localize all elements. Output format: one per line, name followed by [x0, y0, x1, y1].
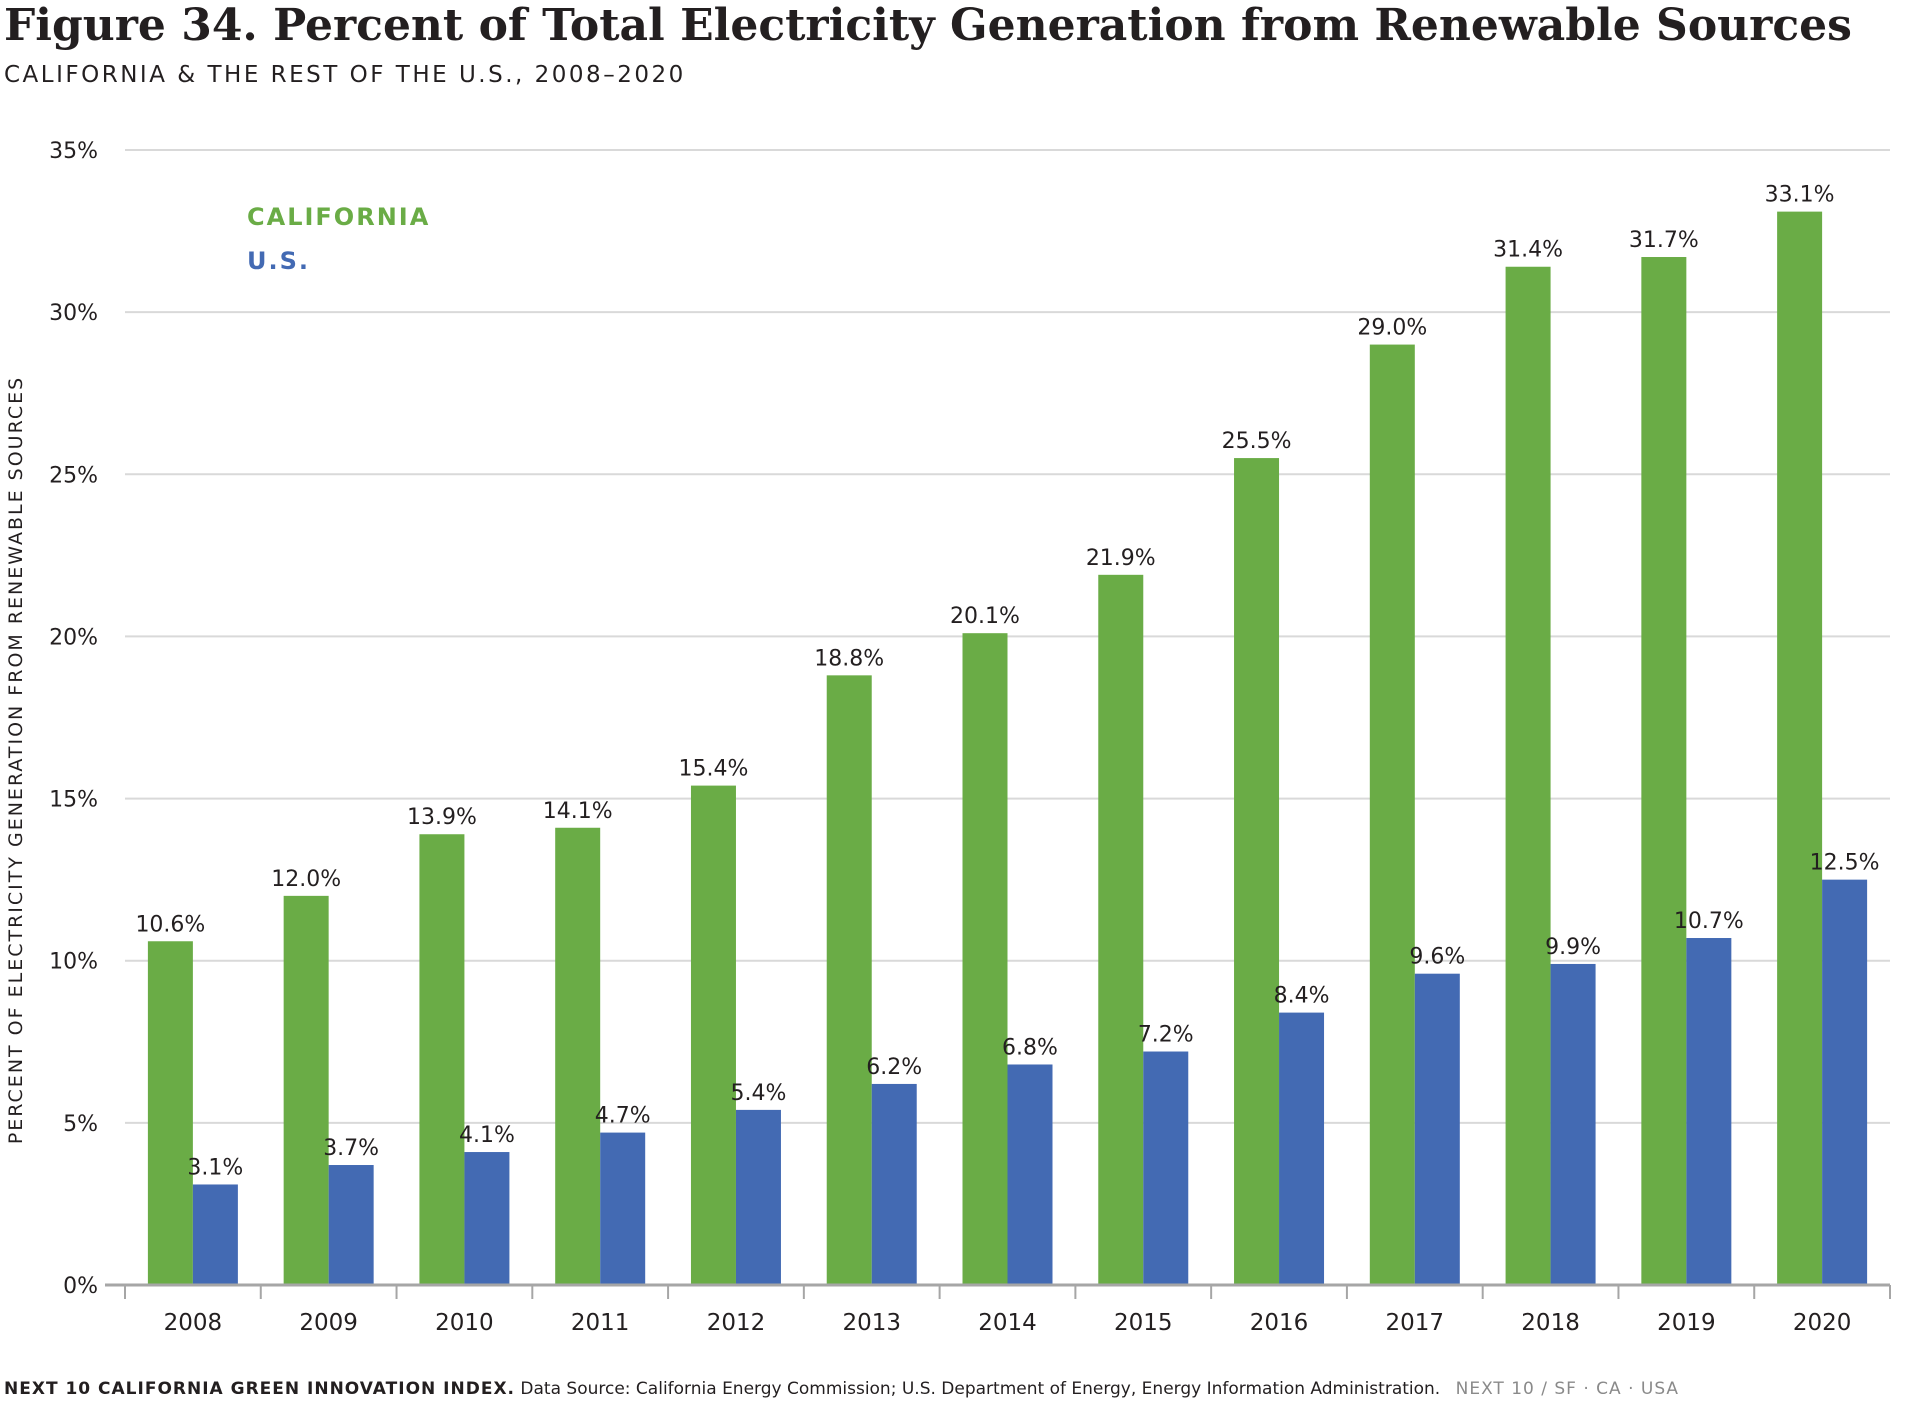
- bar: [147, 941, 193, 1285]
- bar: [192, 1184, 238, 1285]
- bar: [690, 785, 736, 1285]
- x-tick-label: 2018: [1521, 1310, 1580, 1336]
- bar-chart: 0% 5% 10% 15% 20% 25% 30% 35% 10.6% 3.1% 12.0% 3.7…: [5, 139, 1891, 1336]
- data-label: 8.4%: [1274, 984, 1330, 1009]
- y-tick-label: 0%: [63, 1274, 98, 1299]
- data-label: 9.6%: [1409, 945, 1465, 970]
- data-label: 25.5%: [1222, 429, 1292, 454]
- bar: [1505, 266, 1551, 1285]
- footer-brand: NEXT 10 CALIFORNIA GREEN INNOVATION INDE…: [4, 1379, 516, 1399]
- x-tick-label: 2009: [299, 1310, 358, 1336]
- y-tick-label: 5%: [63, 1112, 98, 1137]
- bar: [1369, 344, 1415, 1286]
- x-tick-label: 2015: [1114, 1310, 1173, 1336]
- x-tick-label: 2019: [1657, 1310, 1716, 1336]
- data-label: 10.6%: [135, 912, 205, 937]
- data-label: 31.4%: [1493, 238, 1563, 263]
- legend: CALIFORNIA U.S.: [247, 203, 430, 275]
- y-tick-label: 25%: [49, 463, 98, 488]
- x-tick-label: 2011: [571, 1310, 630, 1336]
- data-label: 20.1%: [950, 604, 1020, 629]
- data-label: 7.2%: [1138, 1023, 1194, 1048]
- data-label: 31.7%: [1629, 228, 1699, 253]
- bar: [1234, 458, 1280, 1286]
- bar: [600, 1132, 646, 1285]
- bar: [328, 1165, 374, 1285]
- data-label: 4.7%: [595, 1104, 651, 1129]
- y-axis-label: PERCENT OF ELECTRICITY GENERATION FROM R…: [5, 376, 27, 1144]
- bar: [555, 827, 601, 1285]
- x-tick-label: 2012: [707, 1310, 766, 1336]
- footer-tag: NEXT 10 / SF · CA · USA: [1455, 1379, 1680, 1399]
- y-tick-label: 20%: [49, 625, 98, 650]
- legend-item: U.S.: [247, 247, 310, 275]
- data-label: 6.2%: [866, 1055, 922, 1080]
- bar: [1822, 879, 1868, 1285]
- bar: [1641, 257, 1687, 1285]
- x-tick-label: 2016: [1250, 1310, 1309, 1336]
- bars: 10.6% 3.1% 12.0% 3.7% 13.9% 4.1% 14.1% 4.7% 15.4…: [135, 183, 1880, 1286]
- data-label: 9.9%: [1545, 935, 1601, 960]
- data-label: 21.9%: [1086, 546, 1156, 571]
- y-tick-label: 30%: [49, 301, 98, 326]
- data-label: 12.0%: [271, 867, 341, 892]
- footer-source: Data Source: California Energy Commissio…: [520, 1379, 1441, 1399]
- data-label: 33.1%: [1765, 183, 1835, 208]
- footer: NEXT 10 CALIFORNIA GREEN INNOVATION INDE…: [4, 1378, 1679, 1400]
- y-axis-ticks: 0% 5% 10% 15% 20% 25% 30% 35%: [49, 139, 98, 1299]
- x-tick-label: 2020: [1793, 1310, 1852, 1336]
- data-label: 12.5%: [1810, 851, 1880, 876]
- data-label: 3.1%: [187, 1155, 243, 1180]
- data-label: 13.9%: [407, 805, 477, 830]
- data-label: 29.0%: [1357, 316, 1427, 341]
- bar: [735, 1109, 781, 1285]
- legend-item: CALIFORNIA: [247, 203, 430, 231]
- chart-title: Figure 34. Percent of Total Electricity …: [4, 0, 1852, 51]
- x-tick-label: 2008: [164, 1310, 223, 1336]
- bar: [1143, 1051, 1189, 1285]
- bar: [1686, 938, 1732, 1285]
- x-tick-label: 2017: [1386, 1310, 1445, 1336]
- data-label: 15.4%: [679, 757, 749, 782]
- bar: [1007, 1064, 1053, 1285]
- bar: [1098, 574, 1144, 1285]
- data-label: 6.8%: [1002, 1035, 1058, 1060]
- data-label: 14.1%: [543, 799, 613, 824]
- bar: [283, 895, 329, 1285]
- x-tick-label: 2013: [842, 1310, 901, 1336]
- data-label: 18.8%: [814, 646, 884, 671]
- y-tick-label: 15%: [49, 788, 98, 813]
- x-tick-label: 2014: [978, 1310, 1037, 1336]
- bar: [1550, 963, 1596, 1285]
- y-tick-label: 35%: [49, 139, 98, 164]
- bar: [464, 1152, 510, 1285]
- chart-subtitle: CALIFORNIA & THE REST OF THE U.S., 2008–…: [4, 62, 686, 88]
- bar: [962, 633, 1008, 1285]
- bar: [1777, 211, 1823, 1286]
- data-label: 3.7%: [323, 1136, 379, 1161]
- x-axis: 2008 2009 2010 2011 2012 2013 2014 2015 2016 2017…: [105, 1283, 1891, 1336]
- data-label: 5.4%: [731, 1081, 787, 1106]
- y-tick-label: 10%: [49, 950, 98, 975]
- bar: [826, 675, 872, 1285]
- data-label: 10.7%: [1674, 909, 1744, 934]
- bar: [1279, 1012, 1325, 1285]
- bar: [1414, 973, 1460, 1285]
- x-tick-label: 2010: [435, 1310, 494, 1336]
- data-label: 4.1%: [459, 1123, 515, 1148]
- bar: [419, 834, 465, 1285]
- bar: [871, 1083, 917, 1285]
